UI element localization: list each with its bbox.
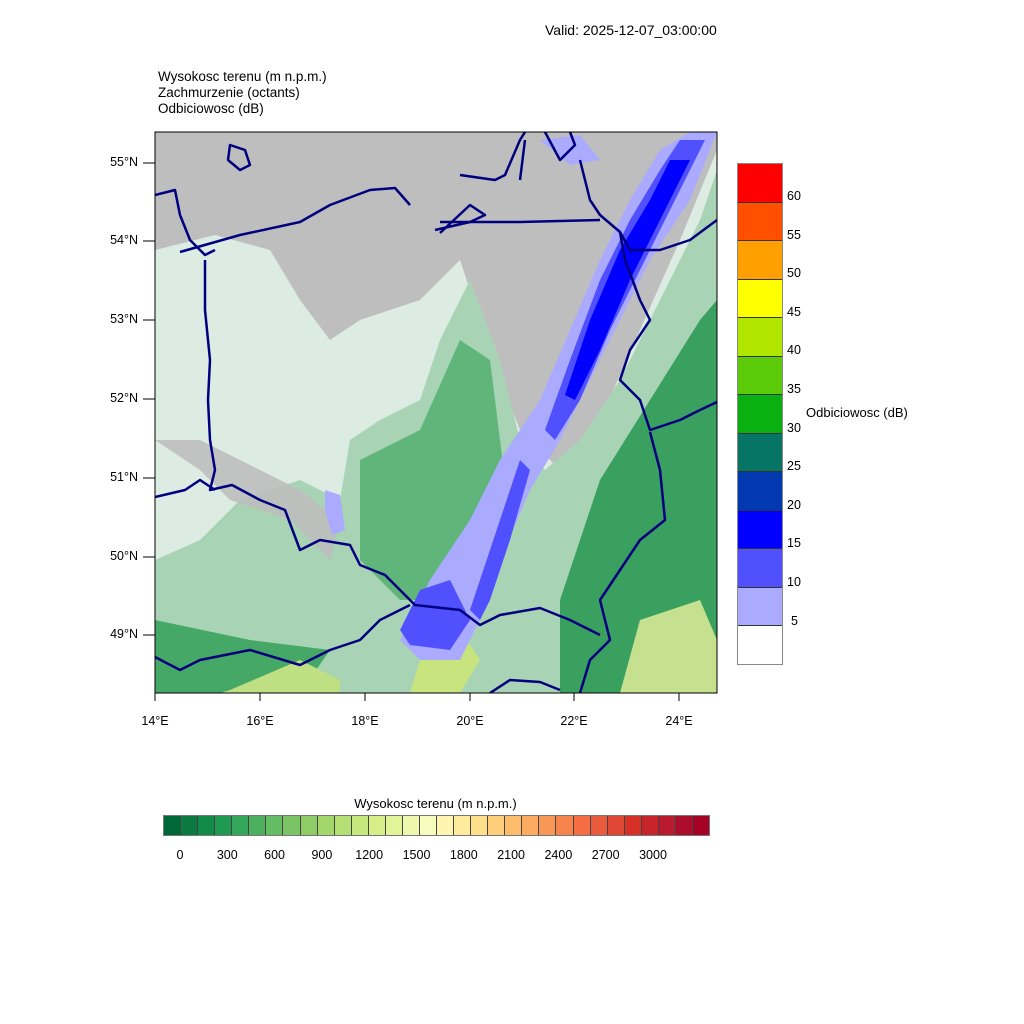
- colorbar-swatch: [419, 816, 437, 835]
- axis-ticks: [143, 162, 680, 701]
- colorbar-swatch: [317, 816, 335, 835]
- reflectivity-label: 5: [791, 613, 798, 628]
- colorbar-swatch: [658, 816, 676, 835]
- reflectivity-label: 30: [787, 420, 801, 435]
- reflectivity-label: 50: [787, 266, 801, 281]
- colorbar-swatch: [283, 816, 301, 835]
- lon-tick-label: 16°E: [246, 714, 274, 728]
- lat-tick-label: 50°N: [110, 549, 138, 563]
- colorbar-swatch: [675, 816, 693, 835]
- colorbar-swatch: [738, 510, 782, 549]
- colorbar-swatch: [181, 816, 199, 835]
- colorbar-swatch: [738, 241, 782, 280]
- colorbar-swatch: [738, 626, 782, 664]
- colorbar-swatch: [641, 816, 659, 835]
- colorbar-swatch: [300, 816, 318, 835]
- colorbar-swatch: [738, 279, 782, 318]
- country-borders: [155, 132, 717, 693]
- reflectivity-label: 35: [787, 382, 801, 396]
- reflectivity-label: 45: [787, 304, 801, 319]
- terrain-label: 300: [216, 848, 238, 862]
- colorbar-swatch: [590, 816, 608, 835]
- terrain-label: 1200: [355, 848, 384, 862]
- header-reflectivity: Odbiciowosc (dB): [158, 101, 264, 116]
- reflectivity-label: 15: [787, 536, 801, 551]
- colorbar-swatch: [738, 318, 782, 357]
- colorbar-swatch: [607, 816, 625, 835]
- lat-tick-label: 55°N: [110, 155, 138, 169]
- lon-tick-label: 14°E: [141, 714, 169, 728]
- colorbar-swatch: [738, 395, 782, 434]
- colorbar-swatch: [624, 816, 642, 835]
- colorbar-swatch: [505, 816, 523, 835]
- reflectivity-label: 55: [787, 227, 801, 242]
- colorbar-swatch: [738, 202, 782, 241]
- colorbar-swatch: [738, 433, 782, 472]
- colorbar-swatch: [692, 816, 709, 835]
- reflectivity-label: 20: [787, 497, 801, 512]
- colorbar-swatch: [488, 816, 506, 835]
- colorbar-swatch: [198, 816, 216, 835]
- terrain-label: 1800: [449, 848, 478, 862]
- terrain-label: 1500: [402, 848, 431, 862]
- colorbar-swatch: [437, 816, 455, 835]
- colorbar-swatch: [215, 816, 233, 835]
- colorbar-swatch: [738, 587, 782, 626]
- lat-tick-label: 51°N: [110, 470, 138, 484]
- colorbar-swatch: [385, 816, 403, 835]
- colorbar-swatch: [402, 816, 420, 835]
- map-plot: [143, 131, 718, 701]
- terrain-label: 2100: [497, 848, 525, 862]
- colorbar-swatch: [249, 816, 267, 835]
- valid-time-label: Valid: 2025-12-07_03:00:00: [545, 22, 717, 38]
- reflectivity-label: 10: [787, 575, 801, 589]
- lat-tick-label: 54°N: [110, 233, 138, 247]
- colorbar-swatch: [334, 816, 352, 835]
- header-cloud: Zachmurzenie (octants): [158, 85, 300, 100]
- colorbar-swatch: [539, 816, 557, 835]
- colorbar-swatch: [738, 549, 782, 588]
- reflectivity-layer: [325, 132, 717, 660]
- lon-tick-label: 24°E: [665, 714, 693, 728]
- colorbar-swatch: [573, 816, 591, 835]
- colorbar-swatch: [738, 472, 782, 511]
- colorbar-swatch: [266, 816, 284, 835]
- colorbar-swatch: [368, 816, 386, 835]
- colorbar-swatch: [471, 816, 489, 835]
- map-frame: [154, 131, 718, 694]
- terrain-label: 600: [264, 848, 286, 862]
- terrain-label: 3000: [639, 848, 667, 862]
- lon-tick-label: 22°E: [560, 714, 588, 728]
- lat-tick-label: 52°N: [110, 391, 138, 405]
- terrain-label: 2400: [544, 848, 573, 862]
- header-terrain: Wysokosc terenu (m n.p.m.): [158, 69, 327, 84]
- reflectivity-label: 60: [787, 189, 801, 203]
- colorbar-swatch: [454, 816, 472, 835]
- reflectivity-colorbar-title: Odbiciowosc (dB): [806, 405, 908, 420]
- colorbar-swatch: [556, 816, 574, 835]
- terrain-colorbar: [163, 815, 710, 836]
- terrain-label: 2700: [591, 848, 620, 862]
- lat-tick-label: 53°N: [110, 312, 138, 326]
- reflectivity-label: 25: [787, 459, 801, 474]
- colorbar-swatch: [164, 816, 182, 835]
- terrain-label: 900: [311, 848, 333, 862]
- terrain-colorbar-title: Wysokosc terenu (m n.p.m.): [354, 796, 517, 811]
- terrain-label: 0: [176, 848, 184, 862]
- lon-tick-label: 20°E: [456, 714, 484, 728]
- colorbar-swatch: [232, 816, 250, 835]
- colorbar-swatch: [738, 356, 782, 395]
- lat-tick-label: 49°N: [110, 627, 138, 641]
- lon-tick-label: 18°E: [351, 714, 379, 728]
- colorbar-swatch: [522, 816, 540, 835]
- colorbar-swatch: [351, 816, 369, 835]
- reflectivity-label: 40: [787, 343, 801, 358]
- reflectivity-colorbar: [737, 163, 783, 665]
- colorbar-swatch: [738, 164, 782, 203]
